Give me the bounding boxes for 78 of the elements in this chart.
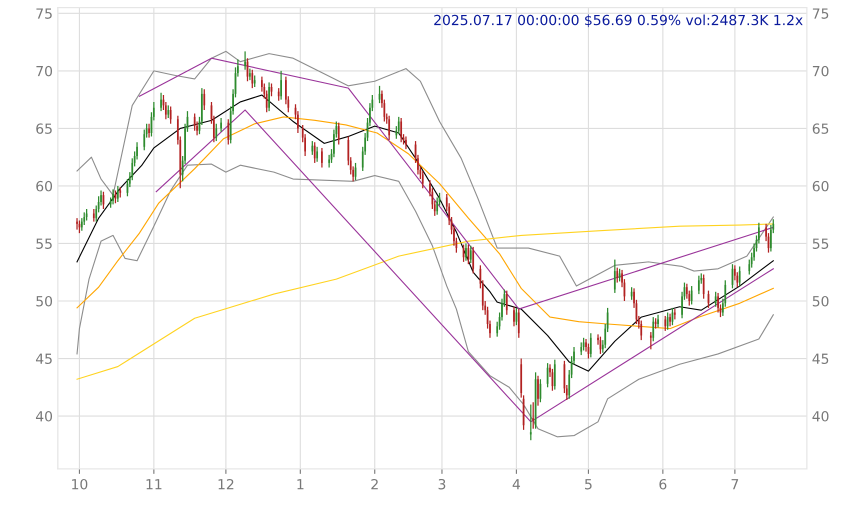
candlestick — [280, 70, 282, 100]
candlestick — [354, 162, 356, 181]
line-series — [156, 109, 774, 422]
y2-tick-label: 60 — [812, 180, 829, 192]
candlestick — [672, 307, 674, 326]
x-tick-label: 10 — [72, 478, 88, 490]
x-tick-label: 4 — [512, 479, 520, 490]
candlestick — [552, 368, 554, 392]
candlestick — [513, 306, 515, 327]
candlestick — [465, 242, 467, 262]
x-tick-label: 7 — [732, 479, 738, 490]
y-tick-label: 70 — [36, 66, 52, 76]
candlestick — [321, 147, 323, 168]
line-series — [76, 164, 774, 438]
y2-tick-label: 40 — [812, 411, 829, 422]
candlestick — [674, 308, 676, 320]
candlestick — [270, 82, 272, 97]
candlestick — [582, 337, 585, 352]
candlestick — [467, 244, 470, 265]
y2-tick-label: 55 — [812, 238, 828, 249]
candlestick — [657, 314, 659, 328]
line-series — [76, 94, 774, 372]
candlestick — [405, 136, 407, 150]
candlestick — [717, 292, 719, 314]
line-series — [76, 50, 774, 287]
y-tick-label: 45 — [36, 354, 52, 364]
x-tick-label: 5 — [585, 479, 592, 490]
x-tick-label: 1 — [297, 479, 304, 490]
candlestick — [546, 362, 549, 388]
candlestick — [654, 318, 657, 330]
y-tick-label: 65 — [36, 123, 52, 134]
candlestick — [86, 208, 88, 222]
candlestick — [148, 123, 150, 138]
candlestick — [244, 50, 246, 70]
candlestick — [220, 117, 222, 132]
candlestick — [102, 191, 104, 210]
y-tick-label: 60 — [36, 180, 52, 192]
y-tick-label: 75 — [36, 8, 52, 19]
candlestick — [708, 290, 710, 309]
chart-title: 2025.07.17 00:00:00 $56.69 0.59% vol:2487.3K 1.2x — [434, 14, 803, 28]
line-series — [138, 58, 774, 310]
y-tick-label: 50 — [36, 296, 52, 306]
y2-tick-label: 70 — [812, 66, 829, 76]
y-tick-label: 55 — [36, 238, 52, 249]
candlestick — [114, 190, 116, 204]
candlestick — [268, 82, 270, 112]
candlestick — [630, 286, 633, 300]
y2-tick-label: 65 — [812, 123, 828, 134]
x-tick-label: 2 — [371, 478, 378, 490]
candlestick — [600, 336, 602, 355]
candlestick — [316, 146, 318, 162]
candlestick — [248, 68, 251, 81]
y2-tick-label: 50 — [812, 296, 829, 306]
candlestick — [78, 220, 80, 234]
candlestick — [515, 307, 518, 326]
candlestick — [462, 244, 464, 262]
y-tick-label: 40 — [36, 411, 52, 422]
candlestick — [698, 275, 700, 295]
line-series — [76, 116, 774, 330]
x-tick-label: 11 — [146, 479, 162, 490]
candlestick — [112, 188, 114, 205]
candlestick — [732, 264, 734, 289]
line-series — [76, 223, 774, 380]
x-tick-label: 3 — [438, 478, 446, 490]
y2-tick-label: 45 — [812, 354, 828, 364]
candlestick — [160, 92, 162, 112]
candlestick — [378, 85, 380, 104]
x-tick-label: 12 — [218, 478, 234, 490]
candlestick — [246, 58, 248, 82]
x-tick-label: 6 — [659, 478, 666, 490]
y2-tick-label: 75 — [812, 8, 828, 19]
candlestick — [76, 218, 78, 230]
candlestick — [388, 115, 390, 141]
candlestick — [669, 313, 671, 327]
candlestick — [618, 268, 621, 282]
candlestick — [588, 342, 590, 360]
candlestick — [537, 375, 539, 406]
candlestick — [540, 378, 542, 403]
